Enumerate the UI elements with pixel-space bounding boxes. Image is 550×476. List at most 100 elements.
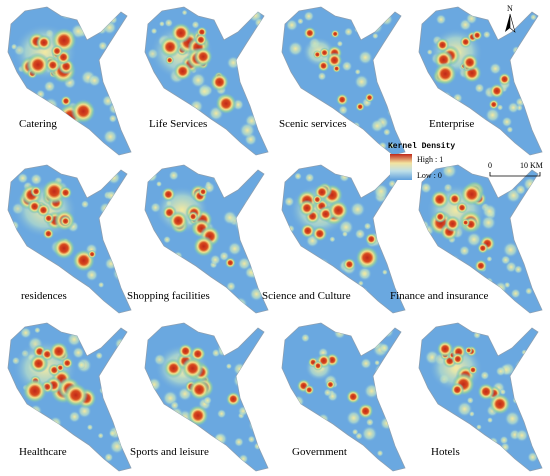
density-glow <box>248 417 264 433</box>
legend: Kernel Density High : 1 Low : 0 <box>388 142 455 180</box>
density-glow <box>369 337 382 351</box>
hotspot <box>312 50 322 59</box>
hotspot <box>70 98 96 124</box>
scale-start: 0 <box>488 161 492 170</box>
density-glow <box>105 190 117 201</box>
hotspot <box>444 215 461 232</box>
hotspot <box>165 55 175 65</box>
density-glow <box>9 94 18 103</box>
density-glow <box>19 326 32 339</box>
hotspot <box>325 379 336 390</box>
density-glow <box>379 416 394 431</box>
density-glow <box>104 452 114 463</box>
scale-end: 10 KM <box>520 161 543 170</box>
map-panel: Science and Culture <box>262 164 406 314</box>
density-glow <box>515 217 530 232</box>
density-glow <box>496 449 510 464</box>
hotspot <box>30 185 42 198</box>
hotspot <box>488 99 499 110</box>
hotspot <box>300 223 316 239</box>
density-glow <box>150 27 158 35</box>
density-glow <box>361 425 378 442</box>
density-glow <box>104 257 118 271</box>
density-glow <box>367 19 384 35</box>
hotspot <box>468 365 478 375</box>
density-glow <box>113 384 125 396</box>
density-glow <box>524 48 539 62</box>
density-glow <box>80 200 90 209</box>
hotspot <box>22 378 48 404</box>
density-glow <box>226 55 241 70</box>
density-glow <box>480 215 497 231</box>
density-glow <box>8 136 18 146</box>
density-glow <box>155 180 163 188</box>
density-glow <box>378 141 388 151</box>
density-glow <box>354 68 361 76</box>
hotspot <box>193 47 213 67</box>
density-glow <box>515 240 524 249</box>
panel-label: Scenic services <box>279 118 347 130</box>
density-glow <box>17 422 32 437</box>
hotspot <box>430 189 450 209</box>
map-panel: Government <box>281 322 406 472</box>
density-glow <box>501 116 513 128</box>
density-glow <box>66 332 82 347</box>
density-glow <box>527 451 539 463</box>
density-glow <box>250 75 258 84</box>
density-glow <box>376 449 384 457</box>
density-glow <box>72 346 85 359</box>
density-glow <box>360 357 372 370</box>
density-glow <box>97 41 108 51</box>
density-glow <box>381 269 388 276</box>
density-glow <box>286 279 297 290</box>
hotspot <box>224 257 236 269</box>
density-glow <box>243 198 256 211</box>
density-glow <box>213 432 228 446</box>
panel-label: residences <box>21 290 67 302</box>
density-glow <box>17 147 26 155</box>
hotspot <box>312 194 323 205</box>
density-glow <box>304 172 315 183</box>
panel-label: Life Services <box>149 118 207 130</box>
hotspot <box>447 191 462 207</box>
density-glow <box>422 453 431 462</box>
hotspot <box>328 200 349 221</box>
hotspot <box>52 236 76 260</box>
density-glow <box>297 17 304 25</box>
density-glow <box>465 12 478 25</box>
hotspot <box>173 61 193 81</box>
density-glow <box>354 174 366 185</box>
density-glow <box>145 392 155 402</box>
density-glow <box>60 166 68 174</box>
density-glow <box>476 456 491 471</box>
density-glow <box>335 433 342 440</box>
density-glow <box>168 170 179 181</box>
density-glow <box>107 170 121 185</box>
density-glow <box>339 171 350 183</box>
panel-label: Science and Culture <box>262 290 351 302</box>
density-glow <box>499 435 509 445</box>
hotspot <box>477 242 489 254</box>
density-glow <box>483 142 493 152</box>
hotspot <box>312 360 324 371</box>
panel-label: Finance and insurance <box>390 290 488 302</box>
panel-label: Catering <box>19 118 57 130</box>
north-label: N <box>507 4 513 13</box>
density-glow <box>181 9 188 16</box>
density-glow <box>357 280 364 287</box>
density-glow <box>354 74 369 90</box>
density-glow <box>475 424 482 431</box>
density-glow <box>8 291 22 305</box>
density-glow <box>237 405 249 417</box>
density-glow <box>105 368 117 379</box>
hotspot <box>436 340 454 358</box>
density-glow <box>495 291 504 300</box>
hotspot <box>456 201 468 214</box>
density-glow <box>145 169 158 183</box>
hotspot <box>198 186 209 197</box>
density-glow <box>35 431 52 448</box>
hotspot <box>181 357 204 380</box>
hotspot <box>63 382 89 408</box>
hotspot <box>488 393 511 415</box>
